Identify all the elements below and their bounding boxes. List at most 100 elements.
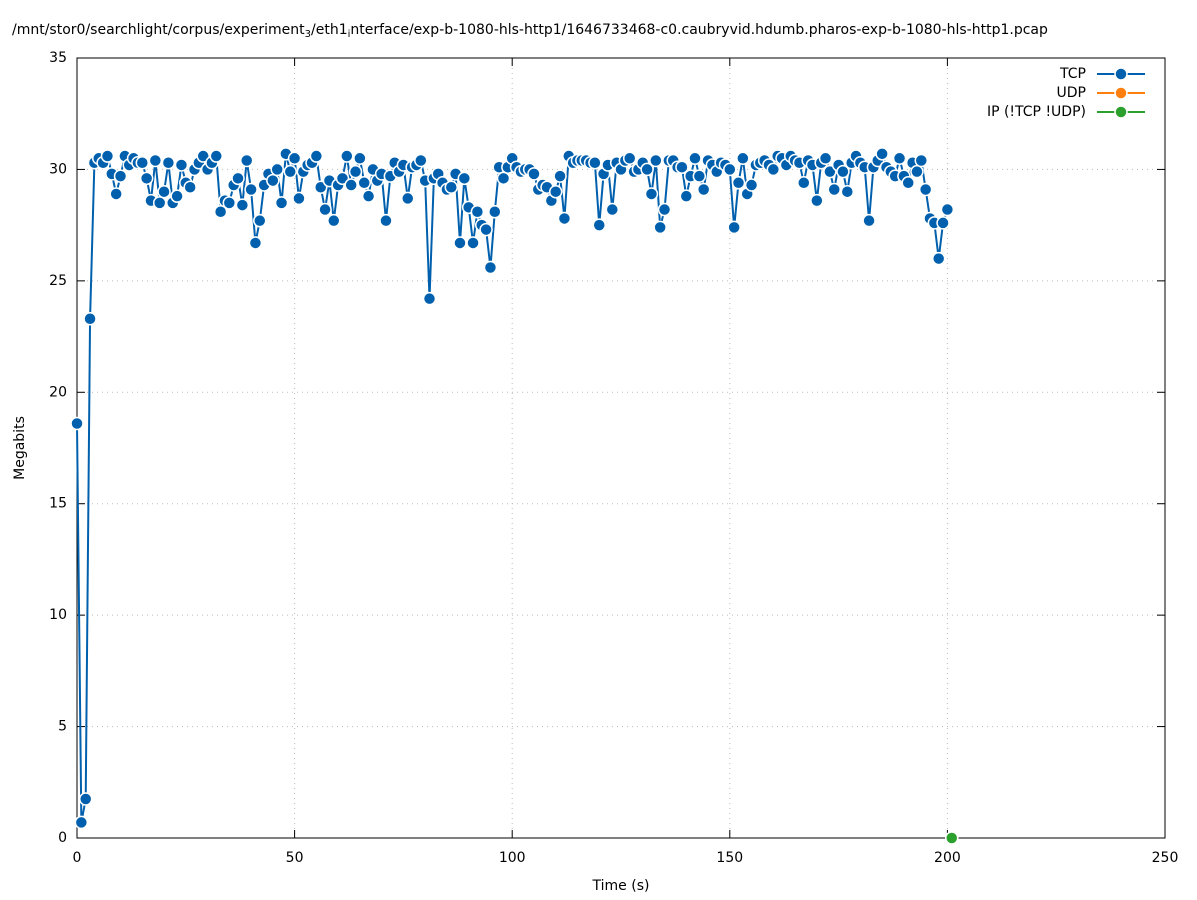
data-point (253, 213, 267, 228)
data-point (827, 182, 841, 197)
title-segment: /mnt/stor0/searchlight/corpus/experiment (12, 22, 305, 38)
data-point (287, 151, 302, 166)
data-point (496, 171, 511, 186)
data-point (918, 182, 933, 197)
data-point (936, 216, 950, 230)
data-point (622, 151, 637, 166)
data-point (209, 149, 224, 163)
data-point (274, 196, 289, 210)
data-point (78, 792, 93, 806)
data-point (688, 151, 702, 166)
title-segment: nterface/exp-b-1080-hls-http1/1646733468… (350, 22, 1048, 38)
data-point (588, 155, 602, 170)
data-point (139, 171, 154, 186)
data-point (401, 191, 415, 206)
legend-label: IP (!TCP !UDP) (987, 104, 1086, 120)
data-point (605, 202, 620, 217)
data-point (196, 149, 210, 163)
legend-marker (1114, 86, 1128, 100)
data-point (901, 176, 915, 190)
x-tick-label: 100 (499, 850, 526, 866)
data-point (483, 260, 498, 275)
data-point (766, 162, 781, 177)
data-point (183, 180, 197, 195)
data-point (161, 155, 176, 170)
data-point (640, 162, 654, 177)
data-point (239, 153, 254, 168)
data-point (823, 164, 837, 179)
legend-label: TCP (1059, 66, 1086, 82)
title-subscript: i (348, 29, 351, 40)
data-point (945, 831, 959, 845)
data-point (379, 213, 393, 228)
data-point (653, 220, 667, 235)
y-tick-label: 25 (49, 273, 67, 289)
data-point (457, 171, 472, 186)
y-tick-label: 20 (49, 384, 67, 400)
data-point (797, 176, 811, 190)
data-point (466, 236, 480, 250)
data-point (649, 153, 663, 168)
data-point (553, 169, 567, 183)
data-point (244, 182, 258, 197)
data-point (470, 205, 485, 219)
data-point (527, 167, 541, 181)
data-point (444, 180, 459, 195)
x-axis-label: Time (s) (592, 878, 650, 894)
x-tick-label: 150 (716, 850, 743, 866)
data-point (818, 151, 833, 166)
data-point (353, 151, 367, 166)
data-point (270, 162, 284, 177)
data-point (248, 236, 263, 250)
data-point (109, 187, 123, 201)
legend-marker (1114, 67, 1128, 81)
y-tick-label: 5 (58, 719, 67, 735)
y-tick-label: 10 (49, 607, 67, 623)
data-point (910, 164, 924, 179)
data-point (892, 151, 907, 166)
data-point (157, 184, 171, 199)
data-point (283, 164, 297, 179)
data-point (731, 176, 746, 190)
data-point (657, 202, 672, 217)
data-point (313, 180, 328, 195)
data-point (675, 160, 689, 174)
data-point (327, 213, 341, 228)
data-point (357, 176, 371, 190)
x-tick-label: 250 (1152, 850, 1179, 866)
data-point (836, 164, 850, 179)
data-point (679, 189, 694, 203)
data-point (914, 153, 929, 168)
data-point (170, 189, 184, 203)
data-point (592, 218, 606, 232)
data-point (348, 164, 363, 179)
data-point (100, 149, 115, 163)
data-point (644, 187, 659, 201)
data-point (862, 213, 876, 228)
data-point (931, 251, 946, 266)
x-tick-label: 50 (286, 850, 304, 866)
data-point (222, 196, 237, 210)
x-tick-label: 0 (73, 850, 82, 866)
data-point (70, 416, 84, 431)
legend-marker (1114, 105, 1128, 119)
data-point (840, 184, 855, 199)
data-point (113, 169, 128, 183)
x-tick-label: 200 (934, 850, 961, 866)
title-segment: /eth1 (311, 22, 348, 38)
data-point (292, 191, 306, 206)
data-point (940, 202, 955, 217)
y-tick-label: 30 (49, 161, 67, 177)
data-point (235, 198, 250, 212)
data-point (148, 153, 163, 168)
data-point (875, 147, 889, 161)
data-point (74, 815, 89, 830)
data-point (174, 158, 189, 172)
data-point (231, 171, 245, 186)
y-tick-label: 35 (49, 50, 67, 66)
data-point (266, 173, 280, 188)
data-point (83, 311, 97, 326)
data-point (696, 182, 711, 197)
data-point (135, 155, 150, 170)
